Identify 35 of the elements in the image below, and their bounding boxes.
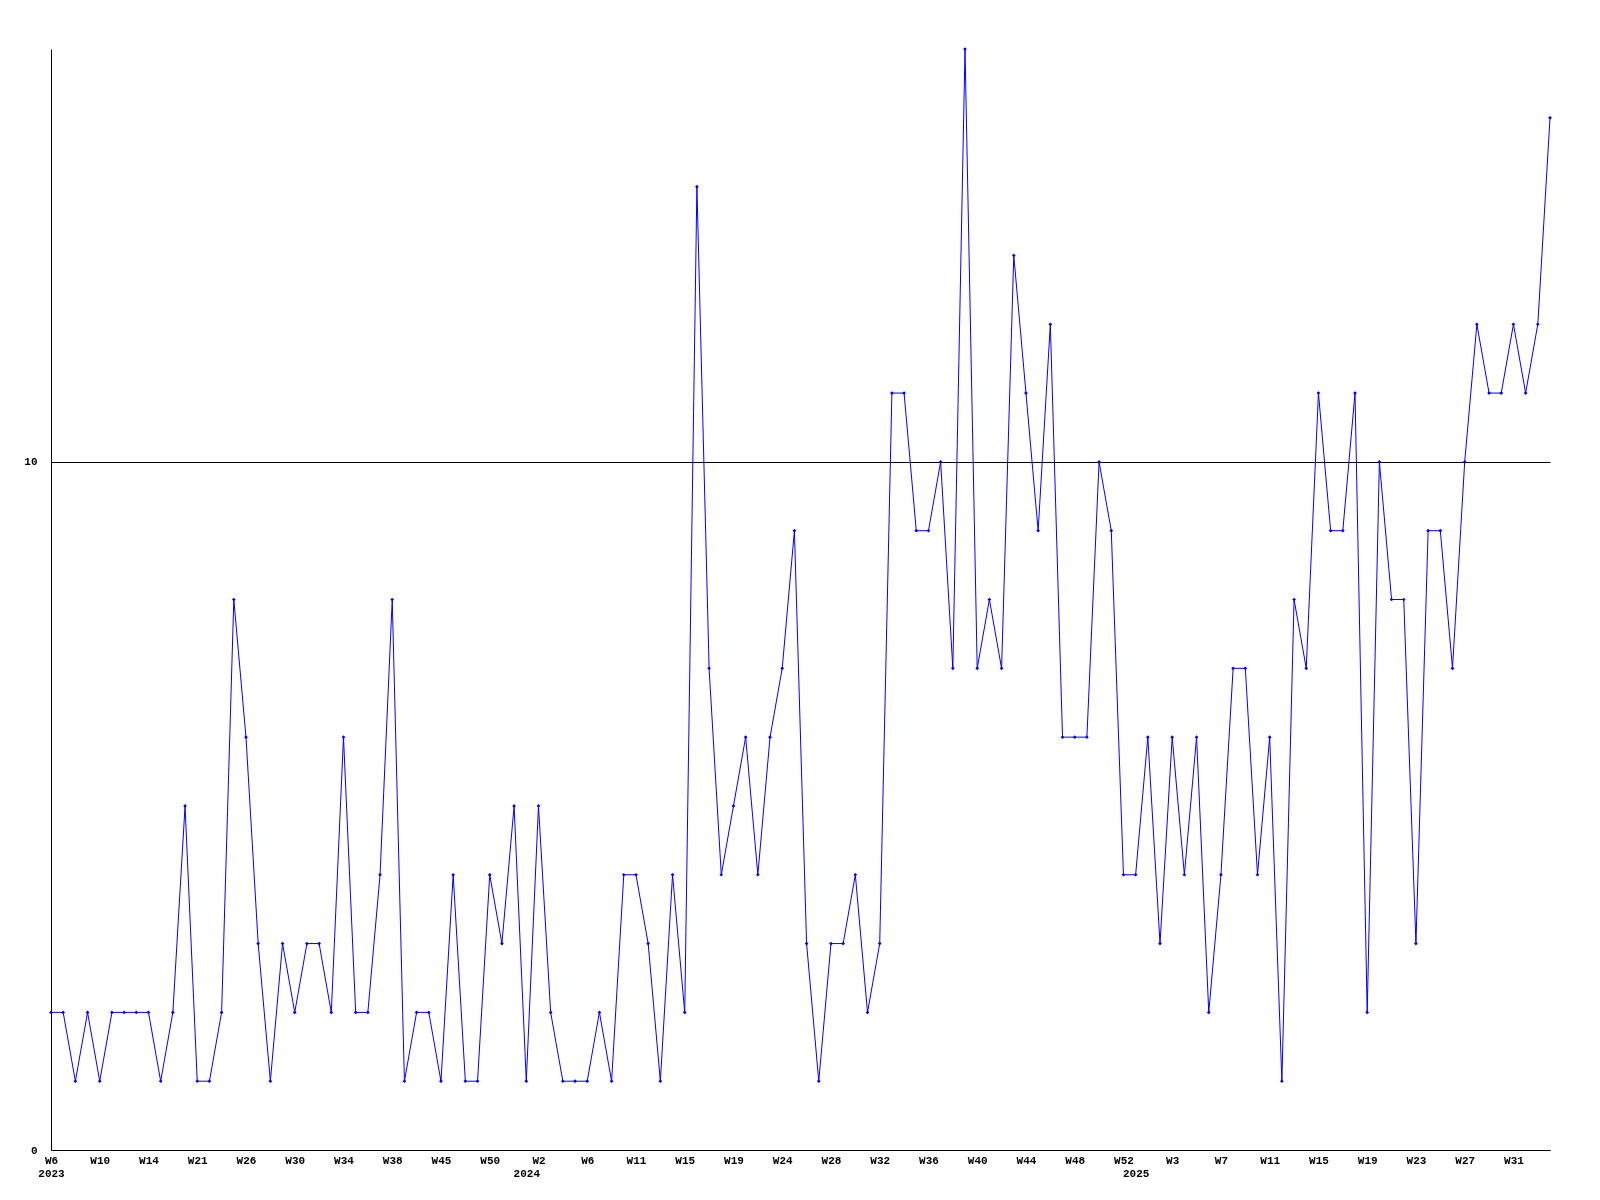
- y-tick-label: 0: [30, 1144, 38, 1157]
- x-tick-label: W44: [1016, 1154, 1037, 1167]
- x-tick-label: W34: [334, 1154, 355, 1167]
- y-tick-label: 10: [24, 456, 38, 469]
- x-tick-label: 2024: [513, 1167, 541, 1180]
- x-tick-label: W3: [1166, 1154, 1180, 1167]
- x-tick-label: W31: [1504, 1154, 1525, 1167]
- x-tick-label: W52: [1114, 1154, 1134, 1167]
- x-tick-label: W32: [870, 1154, 891, 1167]
- x-tick-label: W10: [90, 1154, 111, 1167]
- x-tick-label: W2: [532, 1154, 546, 1167]
- x-tick-label: W38: [382, 1154, 404, 1167]
- x-tick-label: W11: [1260, 1154, 1281, 1167]
- x-tick-label: W48: [1065, 1154, 1086, 1167]
- x-tick-label: W6: [581, 1154, 595, 1167]
- x-tick-label: W7: [1214, 1154, 1229, 1167]
- x-tick-label: W6 2023: [38, 1154, 66, 1180]
- x-tick-label: W14: [139, 1154, 160, 1167]
- x-tick-label: W40: [967, 1154, 988, 1167]
- x-tick-label: W36: [919, 1154, 939, 1167]
- x-tick-label: W50: [480, 1154, 501, 1167]
- x-tick-label: W15: [1309, 1154, 1330, 1167]
- x-tick-label: W19: [724, 1154, 744, 1167]
- x-tick-label: W26: [236, 1154, 257, 1167]
- x-tick-label: 2025: [1122, 1167, 1150, 1180]
- x-tick-label: W21: [187, 1154, 209, 1167]
- x-tick-label: W11: [626, 1154, 647, 1167]
- x-tick-label: W15: [675, 1154, 696, 1167]
- x-tick-label: W27: [1455, 1154, 1476, 1167]
- x-tick-label: W23: [1406, 1154, 1427, 1167]
- x-tick-label: W30: [285, 1154, 306, 1167]
- x-tick-label: W28: [821, 1154, 842, 1167]
- x-tick-label: W45: [431, 1154, 452, 1167]
- x-tick-label: W24: [772, 1154, 794, 1167]
- x-tick-label: W19: [1357, 1154, 1378, 1167]
